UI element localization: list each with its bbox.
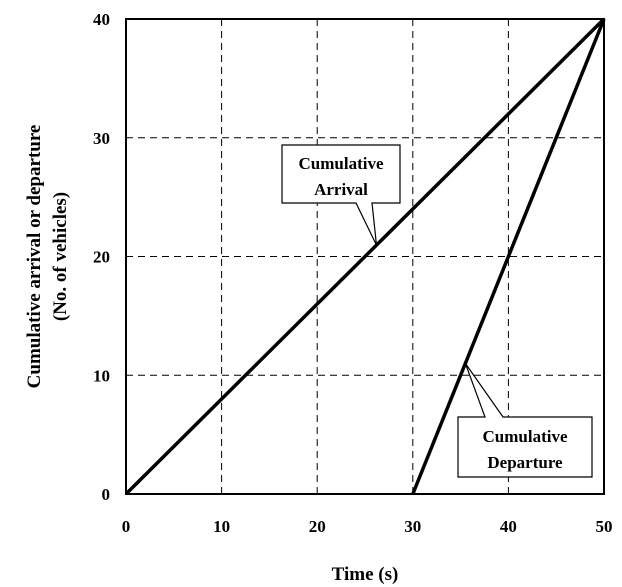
plot-frame [125,18,605,495]
callout-arrival-line-1: Cumulative [299,154,384,173]
y-tick-label: 30 [93,129,110,148]
x-tick-label: 20 [309,517,326,536]
x-tick-labels: 0 10 20 30 40 50 [122,517,613,536]
callout-departure-box [457,363,593,478]
y-axis-label-line-1: Cumulative arrival or departure [24,125,45,389]
callout-departure: Cumulative Departure [457,363,593,478]
callout-arrival-line-2: Arrival [314,180,368,199]
y-tick-labels: 0 10 20 30 40 [93,10,110,504]
grid-lines [126,19,604,494]
y-tick-label: 10 [93,366,110,385]
series-line-departure [411,18,606,495]
x-tick-label: 10 [213,517,230,536]
y-tick-label: 20 [93,248,110,267]
x-tick-label: 30 [404,517,421,536]
y-tick-label: 0 [102,485,111,504]
x-axis-label: Time (s) [332,564,399,585]
y-tick-label: 40 [93,10,110,29]
callout-departure-line-1: Cumulative [483,427,568,446]
x-tick-label: 0 [122,517,131,536]
callout-arrival-box [281,144,401,246]
callout-departure-line-2: Departure [487,453,563,472]
callout-arrival: Cumulative Arrival [281,144,401,246]
x-tick-label: 50 [596,517,613,536]
series-line-arrival [124,17,606,496]
series-lines [124,17,606,496]
x-tick-label: 40 [500,517,517,536]
y-axis-label-line-2: (No. of vehicles) [50,192,71,321]
